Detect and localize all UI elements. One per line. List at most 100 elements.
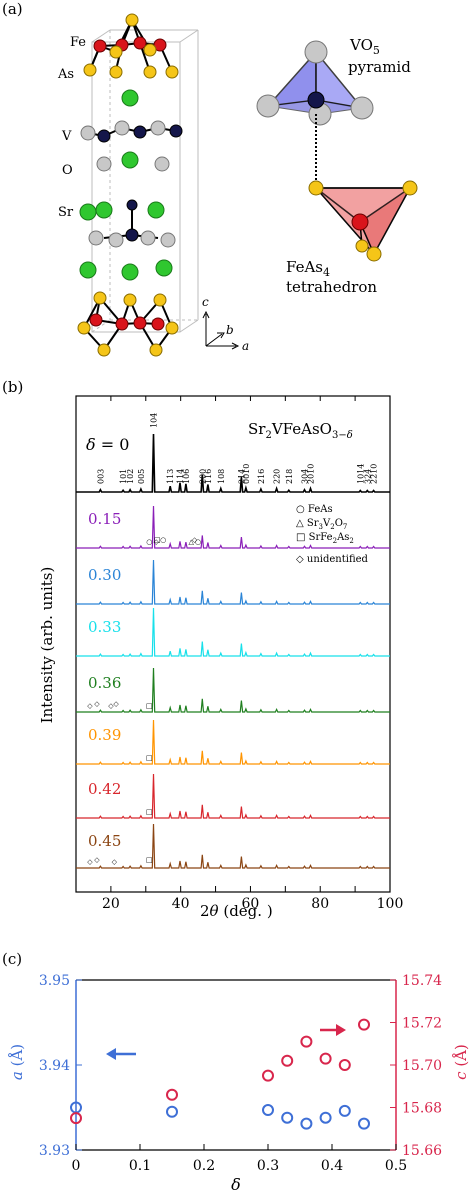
atom-label-fe: Fe — [70, 35, 86, 50]
c-point — [300, 1035, 313, 1048]
panel-c-label: (c) — [2, 950, 22, 968]
c-point — [319, 1052, 332, 1065]
c-point — [262, 1069, 274, 1082]
legend-feas: ○ FeAs — [296, 504, 333, 515]
series-labels: 0.15 0.30 0.33 0.36 0.39 0.42 0.45 — [88, 510, 121, 850]
vo-bonds — [87, 127, 177, 239]
series-label-0.39: 0.39 — [88, 726, 121, 744]
hkl-label-2210: 2210 — [370, 464, 379, 484]
series-label-0.33: 0.33 — [88, 618, 121, 636]
feas4-label: FeAs4 — [286, 258, 330, 279]
c-point — [166, 1088, 178, 1101]
hkl-label-005: 005 — [137, 469, 146, 484]
a-point — [338, 1104, 351, 1117]
axis-a-label: a — [242, 339, 249, 353]
xrd-x-tick-label: 40 — [172, 896, 190, 912]
axis-c-label: c — [202, 295, 209, 309]
impurity-marker: ◇ — [192, 536, 198, 544]
left-tick-label: 3.93 — [39, 1143, 70, 1159]
panel-c-lattice: (c) 3.93 3.94 3.95 15.6615.6815.7015.7215.… — [2, 950, 470, 1194]
a-point — [281, 1111, 294, 1124]
vo5-pyramid-label: pyramid — [348, 58, 411, 76]
hkl-label-214: 214 — [237, 469, 246, 484]
xrd-x-tick-label: 100 — [377, 896, 404, 912]
a-point — [319, 1111, 332, 1124]
legend-unidentified: ◇ unidentified — [296, 554, 369, 565]
xrd-trace-0.33 — [76, 607, 390, 657]
c-x-ticks: 0 0.1 0.2 0.3 0.4 0.5 — [72, 1144, 407, 1174]
impurity-markers: ○ □◇ ○ △◇○◇ ◇ ◇ ◇ □□□◇ ◇ ◇ □ — [87, 536, 201, 866]
a-point — [358, 1117, 370, 1130]
c-x-tick-label: 0.1 — [129, 1158, 151, 1174]
hkl-label-102: 102 — [126, 469, 135, 484]
atom-labels: Fe As V O Sr — [57, 35, 86, 220]
compound-title: Sr2VFeAsO3−δ — [248, 420, 353, 441]
atom-label-sr: Sr — [58, 205, 74, 220]
impurity-marker: ◇ — [94, 856, 100, 864]
c-x-tick-label: 0.3 — [257, 1158, 279, 1174]
xrd-trace-0.36 — [76, 667, 390, 713]
c-x-axis-label: δ — [231, 1175, 241, 1194]
left-axis-arrow — [106, 1048, 136, 1060]
impurity-marker: □ — [154, 536, 161, 544]
right-axis-arrow — [320, 1024, 346, 1036]
impurity-marker: □ — [146, 702, 153, 710]
hkl-label-101: 101 — [119, 469, 128, 484]
legend-srfe2as2: □ SrFe2As2 — [296, 532, 354, 545]
left-tick-label: 3.95 — [39, 973, 70, 989]
c-point — [338, 1059, 351, 1071]
series-label-0.30: 0.30 — [88, 566, 121, 584]
xrd-traces — [76, 433, 390, 869]
hkl-label-218: 218 — [285, 469, 294, 484]
xrd-trace-0.42 — [76, 773, 390, 819]
legend-sr3v2o7: △ Sr3V2O7 — [296, 518, 347, 531]
impurity-marker: □ — [146, 856, 153, 864]
atom-label-as: As — [57, 67, 74, 82]
xrd-x-tick-label: 60 — [242, 896, 260, 912]
axis-b-label: b — [226, 323, 234, 337]
feas4-tetrahedron-label: tetrahedron — [286, 278, 377, 296]
impurity-marker: ◇ — [113, 700, 119, 708]
right-tick-label: 15.70 — [402, 1058, 442, 1074]
series-label-0.42: 0.42 — [88, 780, 121, 798]
vo5-pyramid: VO5 pyramid — [256, 36, 411, 186]
impurity-marker: ◇ — [112, 858, 118, 866]
impurity-marker: ◇ — [94, 700, 100, 708]
hkl-label-106: 106 — [182, 469, 191, 484]
xrd-trace-0.15 — [76, 505, 390, 549]
hkl-label-114: 114 — [176, 469, 185, 484]
c-point — [358, 1018, 370, 1031]
xrd-y-axis-label: Intensity (arb. units) — [38, 567, 56, 724]
xrd-x-axis-label: 2θ (deg. ) — [200, 902, 273, 920]
hkl-label-003: 003 — [96, 469, 105, 484]
impurity-legend: ○ FeAs △ Sr3V2O7 □ SrFe2As2 ◇ unidentifi… — [296, 504, 369, 565]
panel-a-structure: (a) — [2, 0, 418, 357]
atom-label-v: V — [61, 129, 72, 144]
xrd-x-tick-label: 20 — [102, 896, 120, 912]
a-point — [300, 1117, 313, 1130]
panel-b-label: (b) — [2, 378, 23, 396]
impurity-marker: ◇ — [87, 702, 93, 710]
hkl-label-324: 324 — [363, 469, 372, 484]
impurity-marker: ○ — [146, 538, 152, 546]
xrd-trace-0.30 — [76, 559, 390, 605]
panel-a-label: (a) — [2, 0, 23, 18]
left-tick-label: 3.94 — [39, 1058, 70, 1074]
impurity-marker: ◇ — [108, 702, 114, 710]
xrd-trace-delta-0 — [76, 433, 390, 493]
vo5-label: VO5 — [349, 36, 380, 57]
hkl-label-113: 113 — [166, 469, 175, 484]
right-axis-ticks: 15.66 15.68 15.70 15.72 15.74 — [390, 973, 442, 1159]
feas4-tetrahedron: FeAs4 tetrahedron — [286, 180, 418, 296]
atoms-layer — [77, 13, 183, 357]
impurity-marker: ◇ — [154, 538, 160, 546]
series-label-0.45: 0.45 — [88, 832, 121, 850]
xrd-trace-0.39 — [76, 719, 390, 765]
c-point — [70, 1112, 82, 1125]
delta-zero-label: δ = 0 — [86, 435, 129, 454]
hkl-label-220: 220 — [273, 469, 282, 484]
right-tick-label: 15.74 — [402, 973, 442, 989]
lattice-points — [70, 1018, 370, 1130]
c-x-tick-label: 0.4 — [321, 1158, 343, 1174]
